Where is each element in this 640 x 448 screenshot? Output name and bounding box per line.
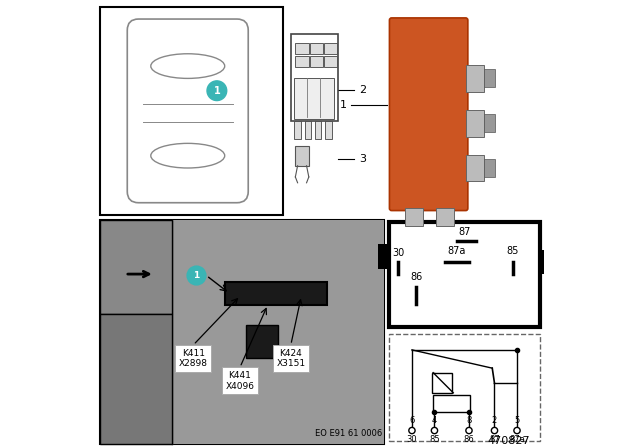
Bar: [378, 245, 389, 269]
Bar: [466, 65, 484, 92]
Ellipse shape: [151, 54, 225, 78]
Text: 3: 3: [360, 154, 367, 164]
FancyBboxPatch shape: [127, 19, 248, 202]
Text: 1: 1: [214, 86, 220, 96]
Bar: [433, 395, 470, 412]
Bar: [296, 146, 309, 166]
Bar: [172, 220, 384, 444]
Bar: [310, 43, 323, 54]
Bar: [466, 155, 484, 181]
Text: 87: 87: [489, 435, 500, 444]
Bar: [324, 56, 337, 67]
Text: 87a: 87a: [448, 246, 466, 256]
Circle shape: [466, 427, 472, 434]
Text: K424
X3151: K424 X3151: [276, 349, 305, 368]
Bar: [325, 121, 332, 139]
Text: 8: 8: [467, 416, 472, 425]
Text: 5: 5: [515, 416, 520, 425]
Bar: [175, 345, 211, 372]
Text: 470827: 470827: [488, 436, 531, 446]
Bar: [100, 314, 172, 444]
Bar: [436, 208, 454, 226]
Circle shape: [492, 427, 498, 434]
Bar: [100, 7, 284, 215]
Bar: [310, 56, 323, 67]
Text: 86: 86: [463, 435, 474, 444]
Bar: [324, 43, 337, 54]
Text: 87: 87: [458, 227, 470, 237]
Text: 30: 30: [406, 435, 417, 444]
Text: 1: 1: [193, 271, 200, 280]
Bar: [394, 22, 468, 211]
Bar: [296, 56, 309, 67]
Bar: [389, 222, 540, 327]
Text: K411
X2898: K411 X2898: [179, 349, 208, 368]
Circle shape: [514, 427, 520, 434]
Bar: [405, 208, 423, 226]
Bar: [296, 43, 309, 54]
Text: 2: 2: [360, 86, 367, 95]
Circle shape: [207, 81, 227, 100]
Circle shape: [409, 427, 415, 434]
Text: 2: 2: [492, 416, 497, 425]
Bar: [484, 114, 495, 132]
Circle shape: [187, 266, 206, 285]
Text: K441
X4096: K441 X4096: [225, 371, 255, 391]
Text: EO E91 61 0006: EO E91 61 0006: [315, 429, 382, 438]
Bar: [484, 159, 495, 177]
Bar: [315, 121, 321, 139]
Ellipse shape: [151, 143, 225, 168]
Bar: [246, 325, 278, 358]
Text: 86: 86: [410, 271, 422, 281]
Circle shape: [431, 427, 438, 434]
FancyBboxPatch shape: [389, 18, 468, 211]
Text: 1: 1: [340, 100, 347, 110]
Text: 87a: 87a: [509, 435, 525, 444]
Bar: [540, 250, 550, 274]
Bar: [484, 69, 495, 87]
Text: 6: 6: [409, 416, 415, 425]
Bar: [305, 121, 311, 139]
Bar: [225, 282, 327, 305]
Bar: [466, 110, 484, 137]
Text: 85: 85: [506, 246, 518, 256]
Bar: [294, 78, 334, 119]
Bar: [222, 367, 258, 394]
Text: 85: 85: [429, 435, 440, 444]
Bar: [389, 334, 540, 441]
Bar: [294, 121, 301, 139]
Bar: [432, 373, 452, 393]
Bar: [100, 220, 384, 444]
Bar: [273, 345, 308, 372]
Bar: [291, 34, 338, 121]
Text: 30: 30: [392, 248, 404, 258]
Text: 4: 4: [432, 416, 437, 425]
Bar: [100, 220, 172, 314]
